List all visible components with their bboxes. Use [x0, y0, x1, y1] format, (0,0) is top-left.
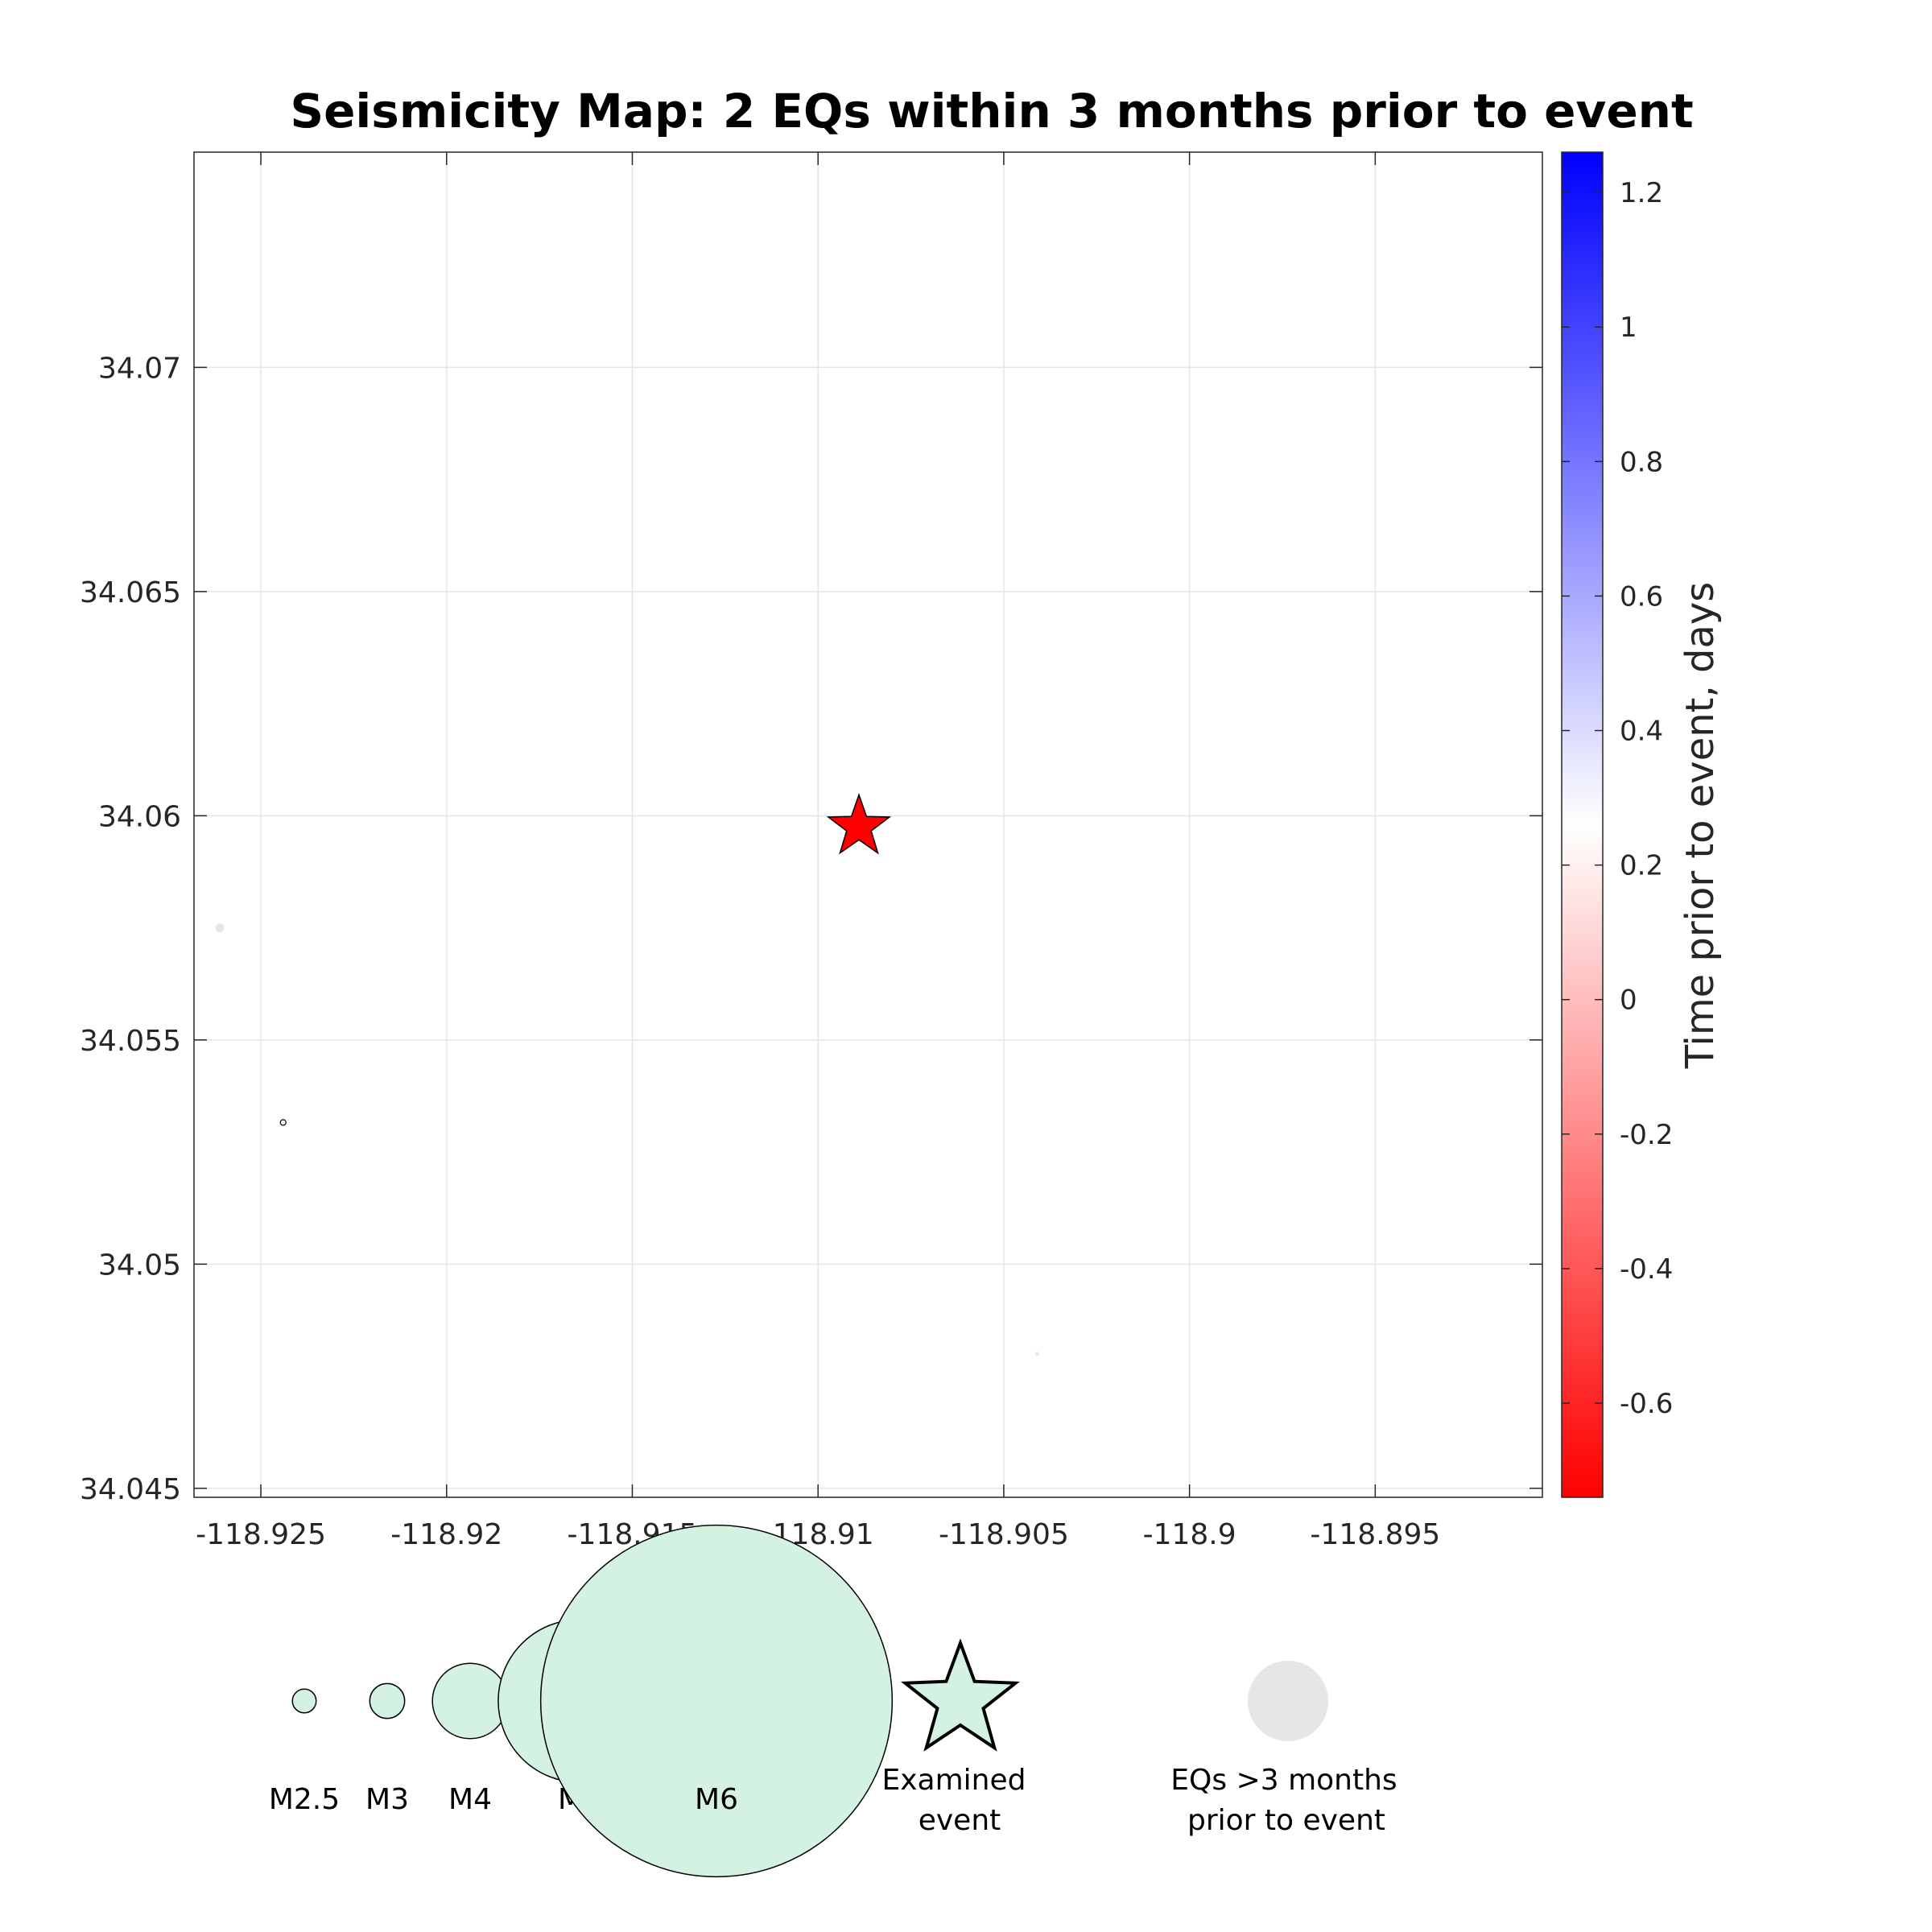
colorbar-label: Time prior to event, days	[1678, 582, 1723, 1070]
y-tick-label: 34.045	[80, 1473, 181, 1506]
legend-magnitude-marker	[291, 1688, 317, 1714]
colorbar-tick-label: -0.6	[1620, 1388, 1673, 1420]
y-tick-label: 34.065	[80, 576, 181, 609]
legend-examined-star-icon	[901, 1638, 1020, 1752]
colorbar-tick-label: 1.2	[1620, 177, 1663, 209]
x-tick-label: -118.895	[1310, 1518, 1440, 1551]
plot-frame	[193, 151, 1543, 1498]
colorbar-tick-label: 0.6	[1620, 580, 1663, 613]
event-markers	[215, 793, 1039, 1356]
x-tick-label: -118.905	[939, 1518, 1069, 1551]
legend-old-event-marker	[1248, 1661, 1328, 1741]
legend-examined-label-line1: Examined	[882, 1764, 1026, 1797]
legend-magnitude-marker	[369, 1682, 406, 1719]
y-tick-label: 34.055	[80, 1025, 181, 1058]
colorbar-gradient	[1561, 151, 1604, 1498]
colorbar-tick-label: 1	[1620, 312, 1637, 344]
colorbar-tick-label: -0.2	[1620, 1119, 1673, 1151]
recent-event-marker	[279, 1119, 287, 1126]
y-tick-label: 34.07	[98, 352, 181, 385]
y-axis: 34.045 34.05 34.055 34.06 34.065 34.07	[80, 352, 1542, 1506]
magnitude-scale: M2.5M3M4M5M6	[269, 1524, 894, 1878]
legend-magnitude-label: M6	[695, 1783, 738, 1816]
colorbar-tick-label: -0.4	[1620, 1253, 1673, 1286]
old-event-marker	[215, 923, 225, 933]
y-tick-label: 34.06	[98, 800, 181, 833]
x-tick-label: -118.9	[1143, 1518, 1236, 1551]
legend-old-label-line2: prior to event	[1187, 1804, 1385, 1837]
y-tick-label: 34.05	[98, 1249, 181, 1282]
old-event-marker	[1034, 1352, 1039, 1356]
colorbar-tick-label: 0.8	[1620, 446, 1663, 478]
x-tick-label: -118.92	[390, 1518, 502, 1551]
legend-magnitude-label: M3	[365, 1783, 409, 1816]
legend-old-label-line1: EQs >3 months	[1170, 1764, 1397, 1797]
colorbar-ticks: -0.6 -0.4 -0.2 0 0.2 0.4 0.6 0.8 1 1.2	[1562, 177, 1673, 1420]
chart-title: Seismicity Map: 2 EQs within 3 months pr…	[290, 84, 1693, 138]
colorbar-tick-label: 0	[1620, 985, 1637, 1017]
map-axes: -118.925 -118.92 -118.915 -118.91 -118.905 -1…	[80, 151, 1543, 1551]
legend-magnitude-label: M4	[448, 1783, 492, 1816]
examined-event-star-icon	[826, 793, 892, 855]
legend-magnitude-marker	[431, 1662, 509, 1740]
colorbar: -0.6 -0.4 -0.2 0 0.2 0.4 0.6 0.8 1 1.2 Time prior…	[1561, 151, 1723, 1498]
legend-examined-label-line2: event	[919, 1804, 1001, 1837]
x-tick-label: -118.925	[196, 1518, 326, 1551]
colorbar-tick-label: 0.4	[1620, 716, 1663, 748]
x-axis: -118.925 -118.92 -118.915 -118.91 -118.905 -1…	[196, 152, 1440, 1551]
colorbar-tick-label: 0.2	[1620, 850, 1663, 882]
grid-lines	[194, 152, 1542, 1497]
legend: M2.5M3M4M5M6 Examined event EQs >3 month…	[269, 1524, 1397, 1878]
legend-magnitude-marker	[539, 1524, 894, 1878]
legend-magnitude-label: M2.5	[269, 1783, 340, 1816]
